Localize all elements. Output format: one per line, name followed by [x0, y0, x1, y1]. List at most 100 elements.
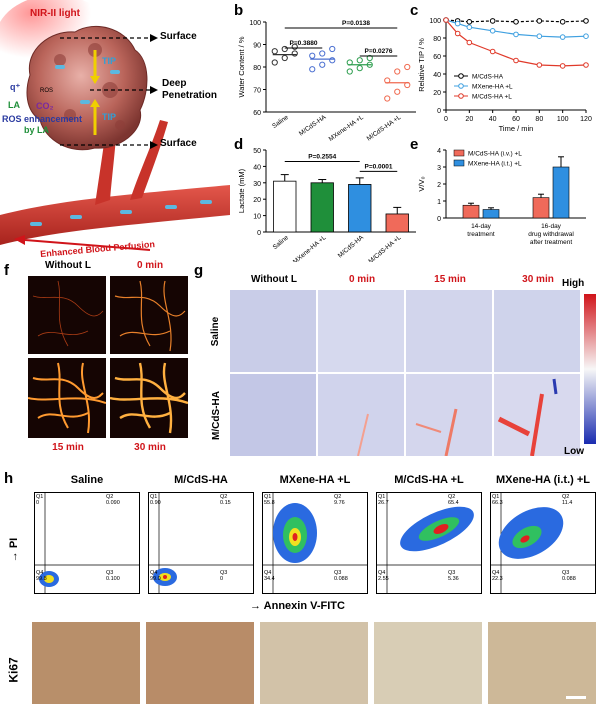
- c-ylabel: Relative TIP / %: [417, 38, 426, 92]
- c-point: [466, 39, 473, 46]
- c-legend-marker: [458, 83, 464, 89]
- g-image-mcds-without: [230, 374, 316, 456]
- flow-cytometry-plot: [34, 492, 140, 594]
- e-ylabel: V/V₀: [417, 176, 426, 191]
- d-category-label: MXene-HA +L: [292, 234, 328, 262]
- by-la-label: by LA: [24, 125, 50, 135]
- e-bar: [462, 204, 480, 219]
- c-xtick-label: 100: [557, 116, 569, 123]
- g-image-saline-15min: [406, 290, 492, 372]
- f-0min-label: 0 min: [136, 260, 164, 271]
- g-image-mcds-0min: [318, 374, 404, 457]
- b-point: [329, 45, 336, 53]
- b-point: [271, 48, 278, 55]
- h-group-title: MXene-HA +L: [279, 474, 351, 486]
- c-point: [583, 33, 589, 40]
- ki67-image: [32, 622, 140, 704]
- flow-quadrant-q3: Q3 0.100: [106, 570, 120, 582]
- c-point: [466, 19, 473, 25]
- b-point: [309, 66, 316, 73]
- ros-label: ROS: [40, 88, 54, 94]
- flow-quadrant-q3: Q3 0: [220, 570, 228, 582]
- flow-quadrant-q1: Q1 55.8: [264, 494, 275, 506]
- c-xtick-label: 60: [512, 116, 520, 123]
- b-category-label: M/CdS-HA: [298, 114, 328, 138]
- g-image-saline-0min: [318, 290, 404, 372]
- c-point: [559, 19, 566, 25]
- flow-cytometry-plot: [376, 492, 482, 594]
- b-ytick-label: 100: [249, 20, 261, 27]
- c-ytick-label: 0: [437, 108, 441, 115]
- flow-quadrant-q2: Q2 0.15: [220, 494, 231, 506]
- d-annotation: P=0.2554: [308, 153, 336, 160]
- c-point: [466, 24, 473, 31]
- panel-letter-b: b: [234, 2, 244, 19]
- c-ytick-label: 20: [433, 90, 441, 97]
- b-annotation: P=0.3880: [289, 40, 317, 47]
- d-category-label: M/CdS-HA +L: [367, 234, 402, 262]
- b-ytick-label: 60: [253, 110, 261, 117]
- g-high-label: High: [562, 278, 585, 289]
- c-legend-label: M/CdS-HA: [472, 74, 504, 81]
- b-ytick-label: 70: [253, 88, 261, 95]
- d-bar: [273, 180, 297, 233]
- b-point: [394, 68, 401, 75]
- c-ytick-label: 60: [433, 54, 441, 61]
- panel-letter-g: g: [194, 262, 204, 279]
- c-ytick-label: 40: [433, 72, 441, 79]
- b-point: [291, 50, 298, 57]
- b-point: [329, 57, 336, 64]
- e-ytick-label: 1: [437, 199, 441, 206]
- flow-quadrant-q4: Q4 99.0: [150, 570, 161, 582]
- e-category-label: drug withdrawal: [528, 231, 574, 238]
- c-point: [489, 48, 496, 55]
- c-point: [454, 30, 461, 37]
- e-category-label: 16-day: [541, 223, 562, 230]
- h-group-title: MXene-HA (i.t.) +L: [495, 474, 590, 486]
- b-ylabel: Water Content / %: [237, 36, 246, 97]
- d-annotation: P=0.0001: [364, 163, 392, 170]
- h-ki67-label: Ki67: [7, 657, 22, 683]
- d-ytick-label: 10: [253, 214, 261, 221]
- flow-quadrant-q4: Q4 34.4: [264, 570, 275, 582]
- g-without-label: Without L: [250, 274, 297, 285]
- b-category-label: Saline: [271, 114, 290, 130]
- nir-label: NIR-II light: [30, 8, 80, 19]
- g-colorbar: [584, 294, 596, 444]
- c-point: [454, 20, 461, 27]
- d-bar: [385, 213, 409, 233]
- e-ytick-label: 0: [437, 216, 441, 223]
- f-image-15min: [27, 358, 107, 438]
- c-ytick-label: 100: [429, 18, 441, 25]
- flow-quadrant-q2: Q2 0.090: [106, 494, 120, 506]
- e-bar: [482, 209, 500, 219]
- c-xlabel: Time / min: [499, 124, 534, 133]
- flow-quadrant-q2: Q2 9.76: [334, 494, 345, 506]
- b-point: [366, 54, 373, 62]
- b-point: [271, 59, 278, 66]
- c-legend-label: M/CdS-HA +L: [472, 94, 512, 101]
- q-label: q⁺: [10, 82, 21, 92]
- b-point: [404, 81, 411, 89]
- ki67-image: [374, 622, 482, 704]
- tip-bottom-label: TIP: [102, 112, 117, 122]
- b-point: [394, 88, 401, 95]
- h-group-title: M/CdS-HA +L: [394, 474, 464, 486]
- b-point: [366, 61, 373, 68]
- panel-h: → PI → Annexin V-FITC Ki67 Saline Q1 0 Q2 0.…: [0, 470, 600, 710]
- b-point: [319, 61, 326, 68]
- b-ytick-label: 90: [253, 43, 261, 50]
- ki67-image: [146, 622, 254, 704]
- d-category-label: Saline: [272, 234, 291, 251]
- d-category-label: M/CdS-HA: [337, 234, 366, 260]
- la-label: LA: [8, 100, 20, 110]
- g-low-label: Low: [564, 446, 584, 457]
- c-xtick-label: 40: [489, 116, 497, 123]
- e-ytick-label: 3: [437, 165, 441, 172]
- h-ylabel: → PI: [8, 537, 20, 563]
- c-point: [513, 19, 519, 25]
- c-point: [443, 17, 449, 23]
- co2-label: CO₂: [36, 101, 54, 111]
- panel-letter-f: f: [4, 262, 9, 279]
- c-point: [583, 18, 589, 24]
